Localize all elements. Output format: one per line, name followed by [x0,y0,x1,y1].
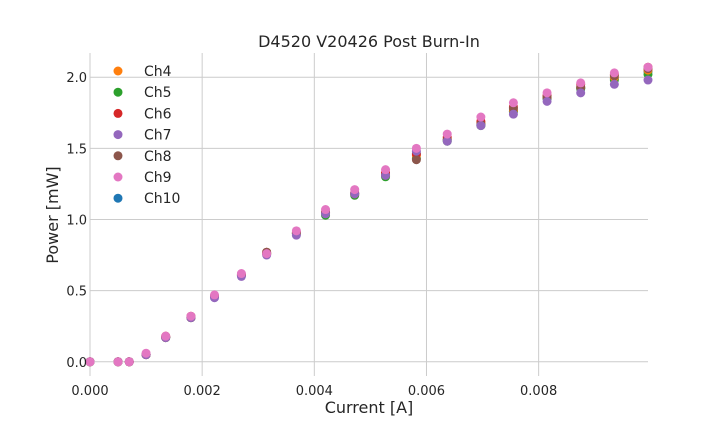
legend-item-ch6: Ch6 [113,106,172,122]
legend-label: Ch8 [144,149,172,165]
y-axis-label: Power [mW] [43,166,62,263]
data-point [124,357,134,367]
data-point [411,143,421,153]
data-point [113,357,123,367]
y-tick-label: 2.0 [66,71,87,86]
data-point [381,165,391,175]
legend-marker [113,151,123,161]
data-point [576,88,586,98]
data-point [262,249,272,259]
legend-item-ch8: Ch8 [113,149,172,165]
data-point [542,88,552,98]
y-tick-label: 0.5 [66,285,87,300]
x-tick-label: 0.002 [184,384,221,399]
data-point [141,348,151,358]
data-point [643,62,653,72]
legend-label: Ch7 [144,128,172,144]
x-tick-labels: 0.000 0.002 0.004 0.006 0.008 [71,384,557,399]
legend-item-ch7: Ch7 [113,128,172,144]
legend-item-ch9: Ch9 [113,170,172,186]
data-point [609,79,619,89]
y-tick-label: 0.0 [66,356,87,371]
series-ch9 [85,62,653,367]
legend-item-ch5: Ch5 [113,85,172,101]
data-point [508,109,518,119]
legend-marker [113,193,123,203]
legend-marker [113,130,123,140]
y-tick-label: 1.0 [66,213,87,228]
legend-marker [113,172,123,182]
legend-label: Ch4 [144,64,172,80]
data-point [236,269,246,279]
x-axis-label: Current [A] [325,398,414,417]
x-tick-label: 0.000 [71,384,108,399]
legend-item-ch4: Ch4 [113,64,172,80]
data-point [609,68,619,78]
data-point [186,311,196,321]
legend: Ch4 Ch5 Ch6 Ch7 Ch8 Ch9 Ch10 [113,64,180,207]
data-point [411,155,421,165]
legend-item-ch10: Ch10 [113,191,180,207]
data-point [442,136,452,146]
y-tick-label: 1.5 [66,142,87,157]
data-point [291,226,301,236]
x-tick-label: 0.006 [408,384,445,399]
legend-label: Ch10 [144,191,180,207]
data-points [85,62,653,367]
legend-marker [113,108,123,118]
data-point [476,112,486,122]
data-point [321,205,331,215]
legend-marker [113,87,123,97]
data-point [442,129,452,139]
y-tick-labels: 0.0 0.5 1.0 1.5 2.0 [66,71,87,371]
x-tick-label: 0.004 [296,384,333,399]
data-point [209,290,219,300]
legend-label: Ch6 [144,106,172,122]
x-tick-label: 0.008 [520,384,557,399]
data-point [643,75,653,85]
chart-title: D4520 V20426 Post Burn-In [258,32,480,51]
data-point [576,78,586,88]
data-point [85,357,95,367]
grid-lines [89,53,648,376]
legend-marker [113,66,123,76]
legend-label: Ch5 [144,85,172,101]
data-point [508,98,518,108]
legend-label: Ch9 [144,170,172,186]
data-point [542,96,552,106]
data-point [161,331,171,341]
data-point [350,185,360,195]
data-point [476,121,486,131]
